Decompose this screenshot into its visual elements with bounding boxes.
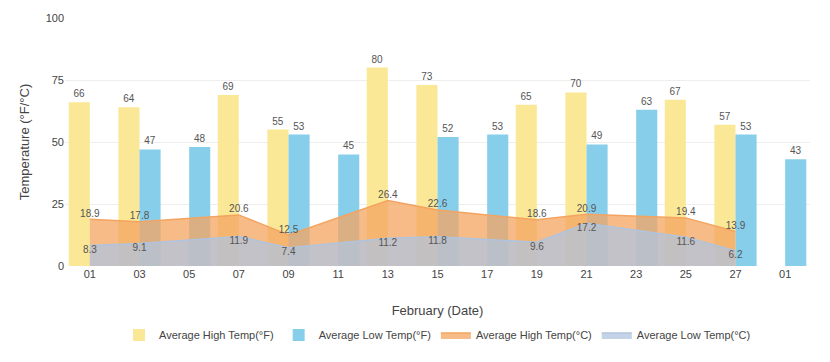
svg-text:Average Low Temp(°C): Average Low Temp(°C) bbox=[637, 329, 750, 341]
svg-text:23: 23 bbox=[630, 268, 642, 280]
svg-text:53: 53 bbox=[492, 121, 504, 132]
svg-text:27: 27 bbox=[729, 268, 741, 280]
svg-text:50: 50 bbox=[52, 136, 64, 148]
svg-text:11: 11 bbox=[332, 268, 343, 280]
svg-text:17: 17 bbox=[481, 268, 493, 280]
svg-text:Average Low Temp(°F): Average Low Temp(°F) bbox=[319, 329, 431, 341]
svg-text:80: 80 bbox=[371, 54, 383, 65]
svg-text:13.9: 13.9 bbox=[726, 220, 746, 231]
svg-text:20.9: 20.9 bbox=[577, 203, 597, 214]
svg-text:20.6: 20.6 bbox=[229, 203, 249, 214]
svg-text:6.2: 6.2 bbox=[729, 249, 743, 260]
svg-text:03: 03 bbox=[133, 268, 145, 280]
svg-text:26.4: 26.4 bbox=[378, 189, 398, 200]
svg-text:18.6: 18.6 bbox=[527, 208, 547, 219]
svg-text:47: 47 bbox=[144, 135, 156, 146]
svg-text:12.5: 12.5 bbox=[279, 224, 299, 235]
svg-text:Average High Temp(°F): Average High Temp(°F) bbox=[159, 329, 274, 341]
svg-text:01: 01 bbox=[779, 268, 791, 280]
svg-text:25: 25 bbox=[52, 198, 64, 210]
svg-text:53: 53 bbox=[740, 121, 752, 132]
svg-text:65: 65 bbox=[520, 91, 532, 102]
svg-text:22.6: 22.6 bbox=[428, 198, 448, 209]
svg-text:15: 15 bbox=[431, 268, 443, 280]
svg-text:February (Date): February (Date) bbox=[392, 303, 484, 318]
svg-text:21: 21 bbox=[580, 268, 592, 280]
svg-text:75: 75 bbox=[52, 74, 64, 86]
svg-text:43: 43 bbox=[790, 145, 802, 156]
svg-text:07: 07 bbox=[233, 268, 245, 280]
svg-text:11.8: 11.8 bbox=[428, 235, 447, 246]
svg-text:66: 66 bbox=[73, 88, 85, 99]
svg-text:52: 52 bbox=[442, 123, 454, 134]
svg-text:7.4: 7.4 bbox=[282, 246, 296, 257]
svg-text:9.6: 9.6 bbox=[530, 241, 544, 252]
svg-text:8.3: 8.3 bbox=[83, 244, 97, 255]
svg-text:09: 09 bbox=[282, 268, 294, 280]
svg-text:45: 45 bbox=[343, 140, 355, 151]
svg-text:55: 55 bbox=[272, 116, 284, 127]
svg-text:48: 48 bbox=[194, 133, 206, 144]
svg-text:17.8: 17.8 bbox=[130, 210, 150, 221]
svg-text:19.4: 19.4 bbox=[676, 206, 696, 217]
svg-text:0: 0 bbox=[58, 260, 64, 272]
svg-text:01: 01 bbox=[84, 268, 96, 280]
svg-text:49: 49 bbox=[591, 130, 603, 141]
svg-text:18.9: 18.9 bbox=[80, 208, 100, 219]
svg-text:69: 69 bbox=[222, 81, 234, 92]
svg-text:13: 13 bbox=[382, 268, 394, 280]
svg-text:9.1: 9.1 bbox=[133, 242, 147, 253]
svg-text:53: 53 bbox=[293, 121, 305, 132]
svg-text:67: 67 bbox=[669, 86, 681, 97]
svg-text:64: 64 bbox=[123, 93, 135, 104]
svg-text:11.9: 11.9 bbox=[229, 235, 248, 246]
svg-text:70: 70 bbox=[570, 78, 582, 89]
svg-text:100: 100 bbox=[46, 12, 64, 24]
svg-text:73: 73 bbox=[421, 71, 433, 82]
svg-text:Temperature (°F/°C): Temperature (°F/°C) bbox=[17, 84, 32, 201]
svg-text:25: 25 bbox=[680, 268, 692, 280]
svg-text:17.2: 17.2 bbox=[577, 222, 597, 233]
svg-text:19: 19 bbox=[531, 268, 543, 280]
svg-text:Average High Temp(°C): Average High Temp(°C) bbox=[476, 329, 592, 341]
svg-text:11.6: 11.6 bbox=[676, 236, 695, 247]
svg-text:57: 57 bbox=[719, 111, 731, 122]
svg-text:05: 05 bbox=[183, 268, 195, 280]
svg-text:63: 63 bbox=[641, 96, 653, 107]
svg-text:11.2: 11.2 bbox=[378, 237, 397, 248]
